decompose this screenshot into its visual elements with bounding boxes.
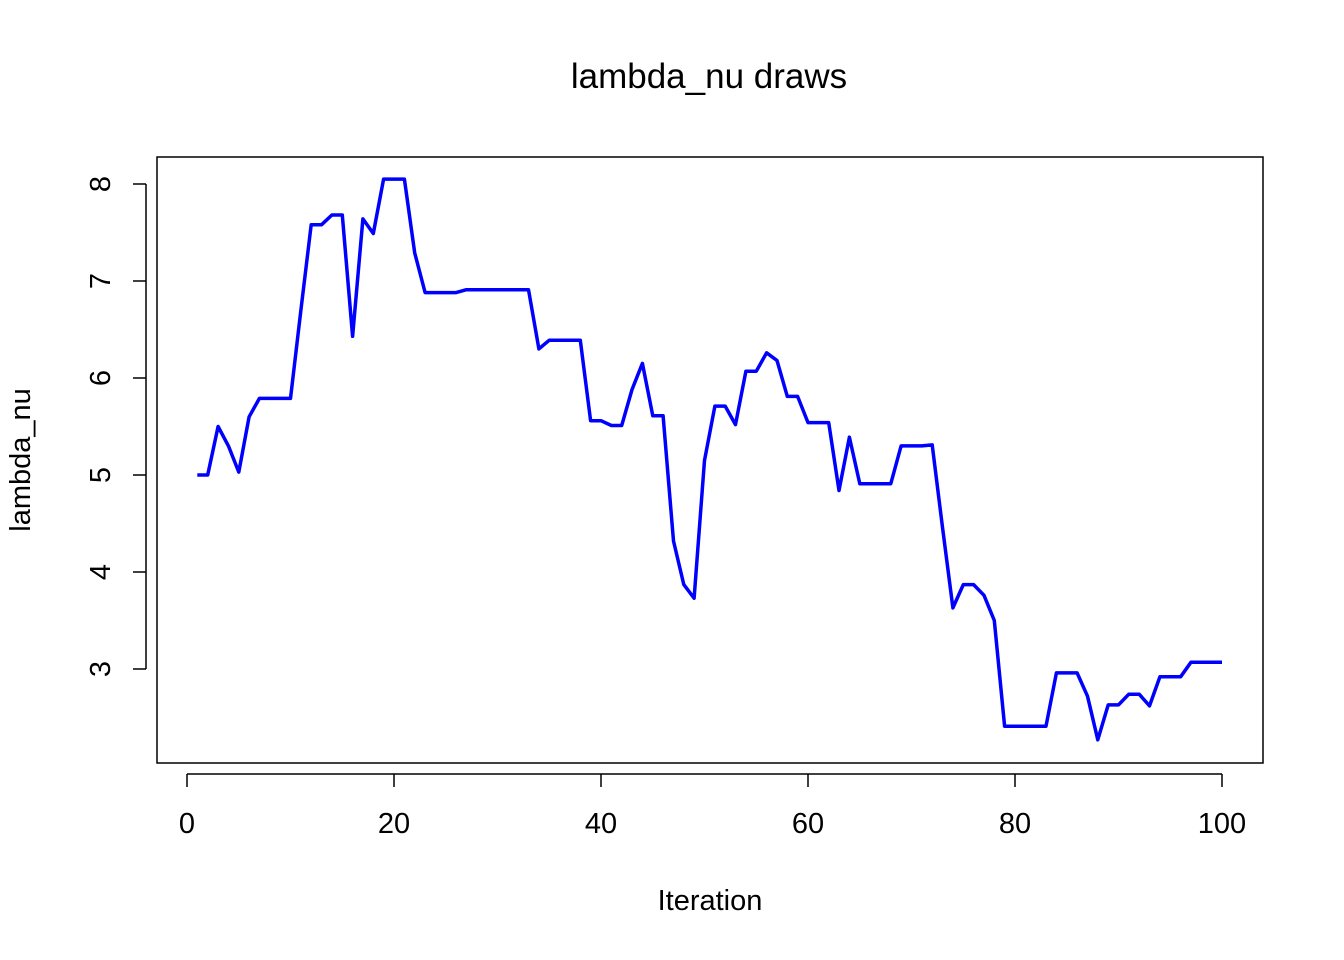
y-tick-label: 3: [85, 661, 117, 677]
x-tick-label: 40: [585, 808, 617, 840]
series-layer: [197, 177, 1222, 742]
y-tick-label: 8: [85, 176, 117, 192]
x-tick-label: 60: [792, 808, 824, 840]
x-tick-label: 0: [179, 808, 195, 840]
chart-title: lambda_nu draws: [571, 57, 847, 96]
x-axis-label: Iteration: [658, 885, 763, 917]
y-tick-label: 6: [85, 370, 117, 386]
x-tick-label: 100: [1198, 808, 1246, 840]
y-axis: 3 4 5 6 7 8: [85, 176, 147, 677]
y-tick-label: 4: [85, 564, 117, 580]
plot-frame: [156, 156, 1264, 764]
y-axis-label: lambda_nu: [5, 388, 37, 532]
x-tick-label: 20: [378, 808, 410, 840]
x-tick-label: 80: [999, 808, 1031, 840]
y-tick-label: 7: [85, 273, 117, 289]
y-tick-label: 5: [85, 467, 117, 483]
x-axis: 0 20 40 60 80 100: [179, 773, 1246, 840]
series-line-0: [197, 177, 1222, 742]
